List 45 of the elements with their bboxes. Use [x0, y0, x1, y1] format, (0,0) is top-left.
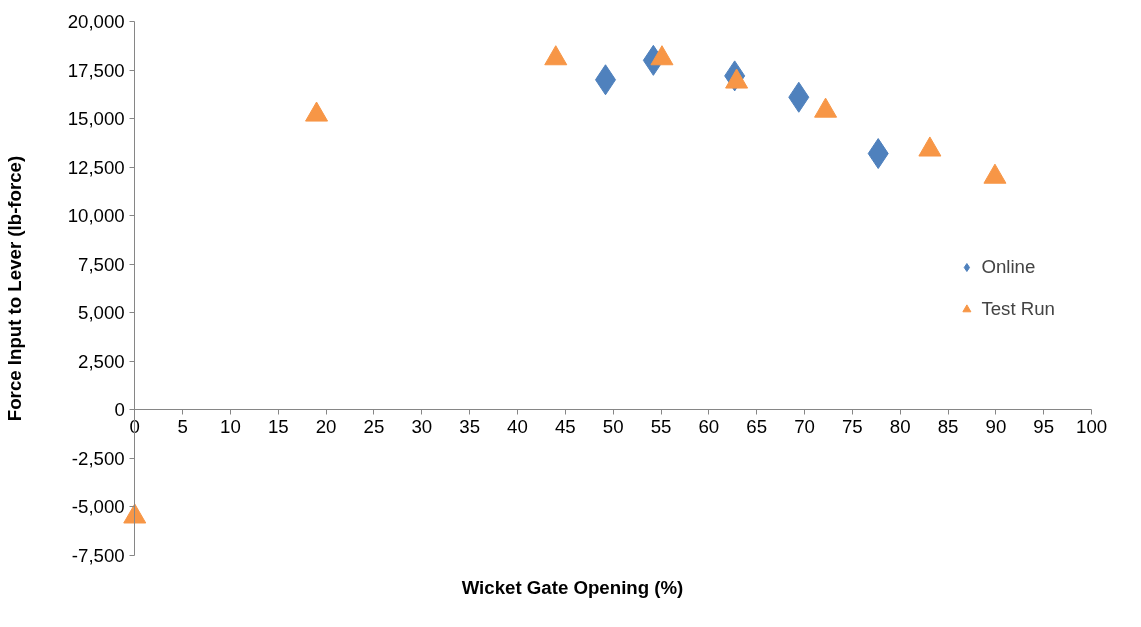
point — [544, 45, 568, 66]
x-tick-label: 15 — [267, 415, 289, 437]
point — [650, 45, 674, 66]
x-tick-label: 80 — [889, 415, 911, 437]
y-tick-label: 5,000 — [78, 302, 125, 324]
x-tick-label: 70 — [794, 415, 815, 437]
x-tick-label: 25 — [363, 415, 385, 437]
point — [123, 503, 147, 524]
x-tick-label: 30 — [411, 415, 433, 437]
x-tick-label: 50 — [602, 415, 624, 437]
y-tick-label: 20,000 — [67, 11, 125, 33]
y-tick-label: 7,500 — [78, 253, 125, 275]
y-axis-title: Force Input to Lever (lb-force) — [3, 155, 25, 422]
y-tick-label: 17,500 — [67, 59, 125, 81]
x-tick-label: 90 — [985, 415, 1007, 437]
x-tick-label: 10 — [220, 415, 241, 437]
x-tick-label: 60 — [698, 415, 720, 437]
x-tick-label: 95 — [1033, 415, 1055, 437]
point — [918, 136, 942, 157]
legend-label: Online — [981, 256, 1036, 278]
x-axis-title: Wicket Gate Opening (%) — [461, 576, 684, 598]
y-tick-label: 12,500 — [67, 156, 125, 178]
x-tick-label: 75 — [842, 415, 863, 437]
point — [814, 97, 838, 118]
x-tick-label: 100 — [1076, 415, 1108, 437]
y-tick-label: -7,500 — [71, 544, 125, 566]
y-tick-label: 15,000 — [67, 108, 125, 130]
x-tick-label: 0 — [129, 415, 140, 437]
y-tick-label: 10,000 — [67, 205, 125, 227]
point — [305, 101, 329, 122]
x-tick-label: 45 — [554, 415, 576, 437]
point — [983, 163, 1007, 184]
x-tick-label: 20 — [315, 415, 337, 437]
point — [725, 68, 749, 89]
x-tick-label: 40 — [507, 415, 528, 437]
x-tick-label: 65 — [746, 415, 768, 437]
legend-label: Test Run — [981, 298, 1055, 320]
y-tick-label: 2,500 — [78, 350, 125, 372]
x-tick-label: 55 — [650, 415, 672, 437]
y-tick-label: -5,000 — [71, 496, 125, 518]
y-tick-label: -2,500 — [71, 447, 125, 469]
y-tick-label: 0 — [114, 399, 125, 421]
x-tick-label: 35 — [459, 415, 481, 437]
x-tick-label: 5 — [177, 415, 188, 437]
x-tick-label: 85 — [937, 415, 959, 437]
